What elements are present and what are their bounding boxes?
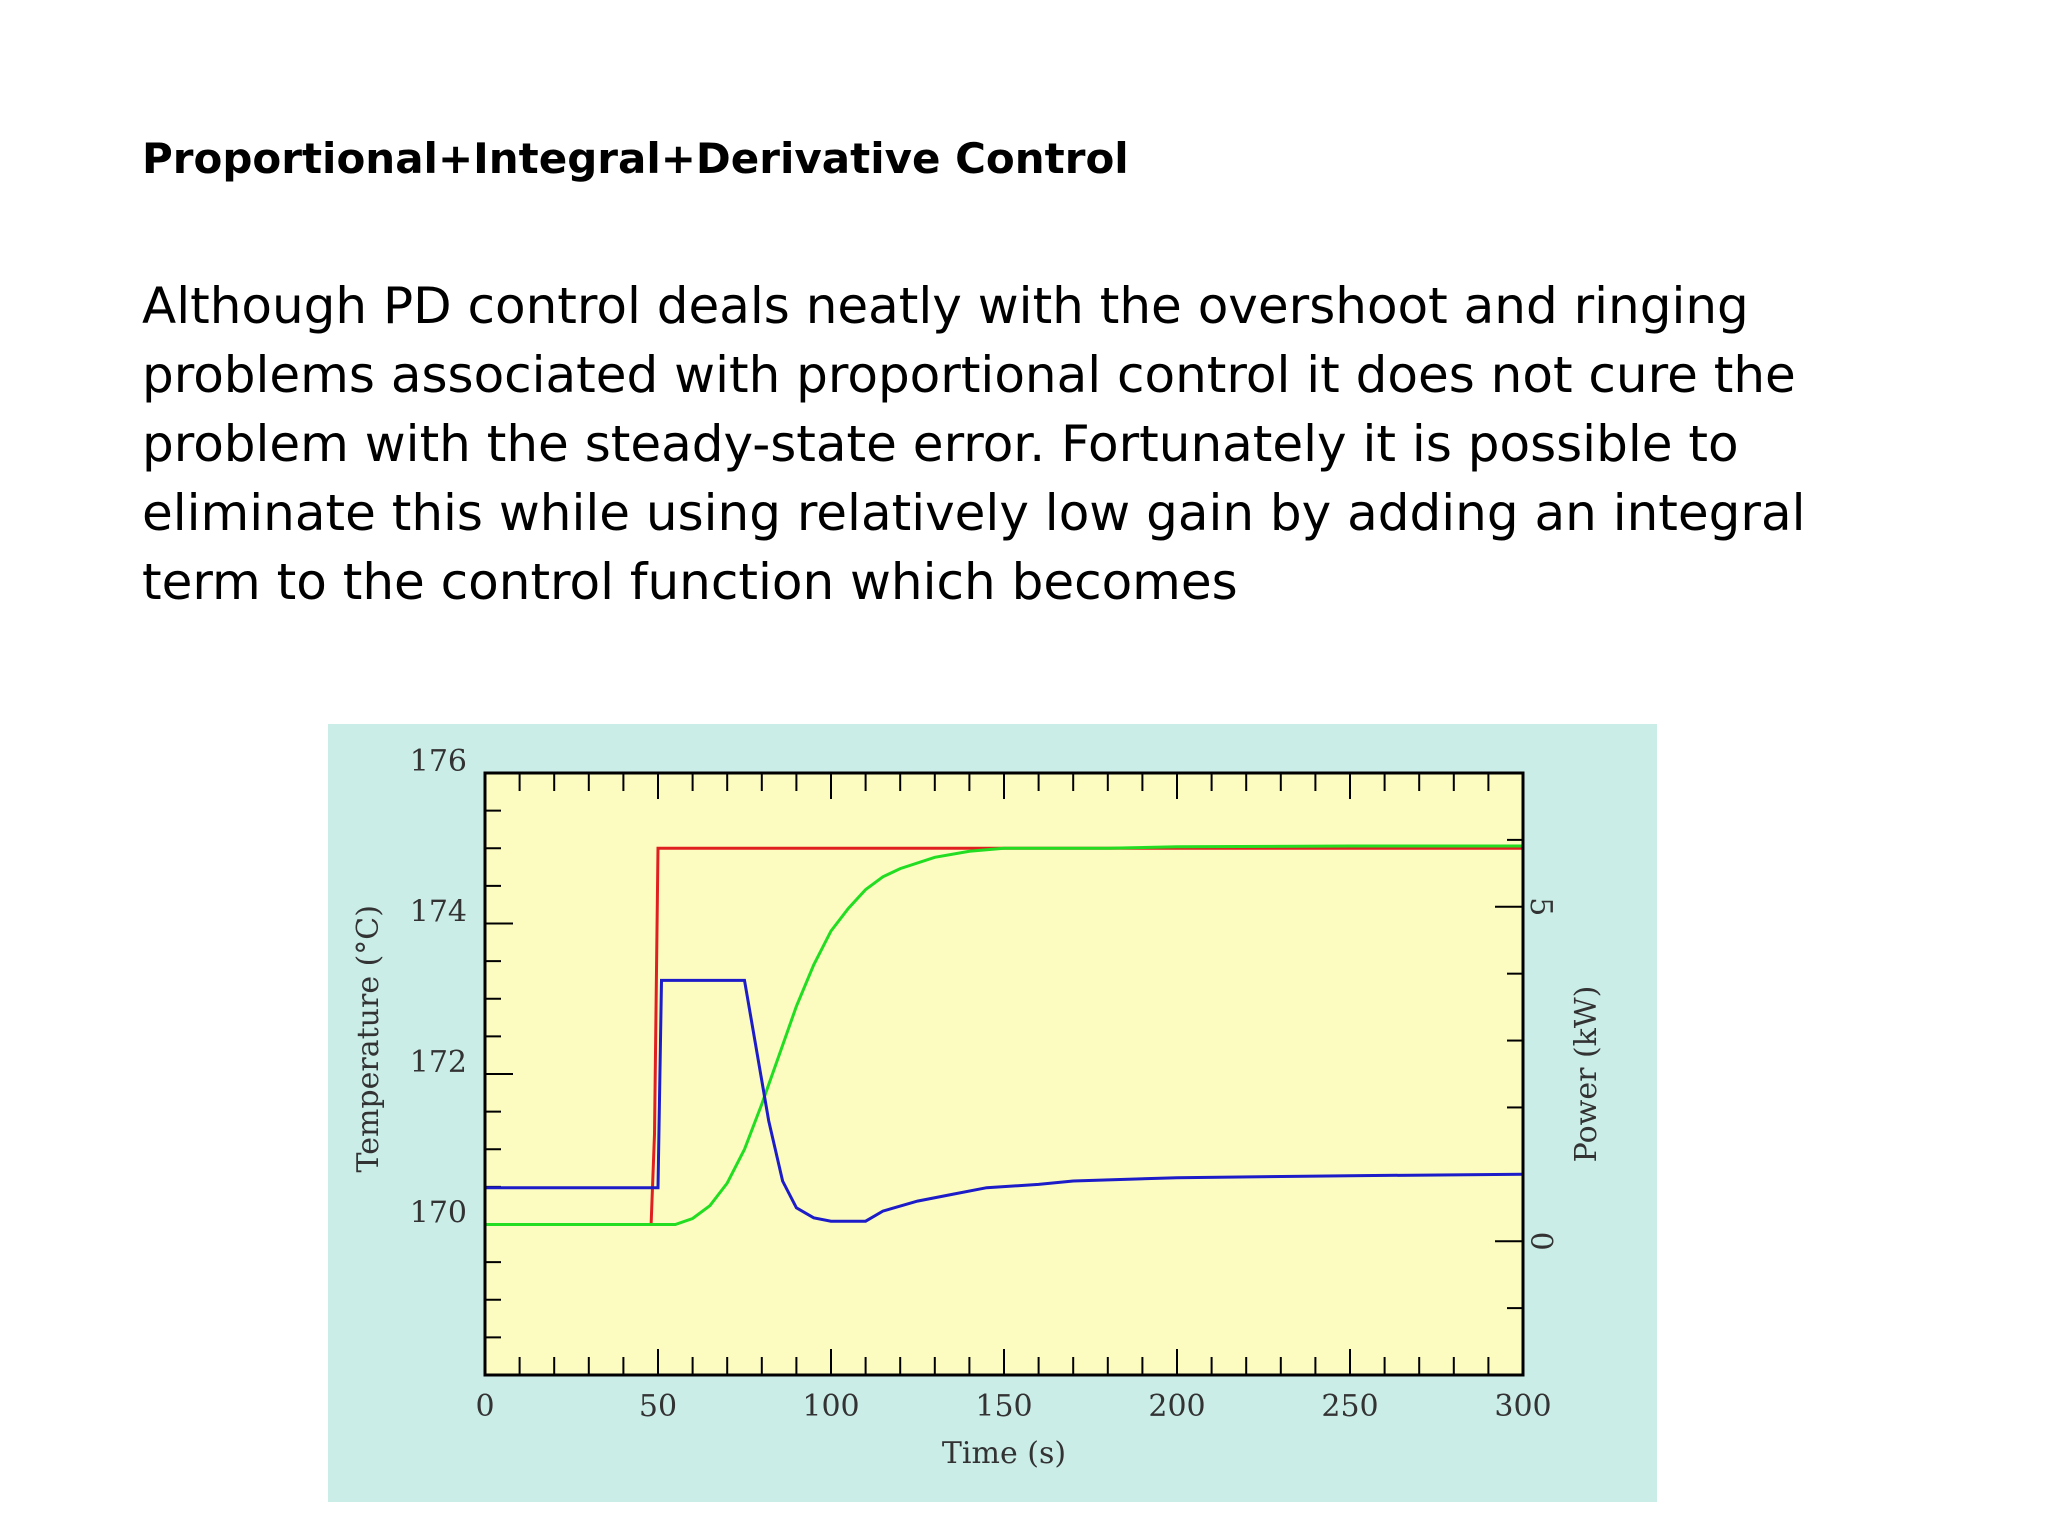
x-tick-label: 200 xyxy=(1148,1389,1205,1424)
chart-panel: 0 50 100 150 200 250 300 170 172 174 176 0 5 Time (s… xyxy=(328,724,1657,1502)
series-layer xyxy=(485,844,1524,1226)
y-tick-label: 174 xyxy=(410,895,467,930)
tick-labels: 0 50 100 150 200 250 300 170 172 174 176 0 5 xyxy=(410,744,1558,1424)
plot-area xyxy=(485,773,1523,1375)
slide-title: Proportional+Integral+Derivative Control xyxy=(142,134,1129,183)
y2-tick-label: 0 xyxy=(1523,1232,1558,1251)
plot-frame xyxy=(483,771,1525,1377)
x-tick-label: 0 xyxy=(475,1389,494,1424)
power-line xyxy=(485,978,1524,1223)
y-tick-label: 176 xyxy=(410,744,467,779)
x-tick-label: 150 xyxy=(975,1389,1032,1424)
y-tick-label: 170 xyxy=(410,1196,467,1231)
x-tick-label: 300 xyxy=(1494,1389,1551,1424)
x-tick-label: 100 xyxy=(802,1389,859,1424)
x-tick-label: 50 xyxy=(639,1389,677,1424)
y2-axis-label: Power (kW) xyxy=(1569,986,1604,1163)
y2-tick-label: 5 xyxy=(1523,897,1558,916)
y-axis-label: Temperature (°C) xyxy=(351,905,386,1172)
x-tick-label: 250 xyxy=(1321,1389,1378,1424)
y-tick-label: 172 xyxy=(410,1045,467,1080)
slide-body-text: Although PD control deals neatly with th… xyxy=(142,277,1806,611)
pid-response-chart: 0 50 100 150 200 250 300 170 172 174 176 0 5 Time (s… xyxy=(351,744,1604,1471)
temperature-line xyxy=(485,844,1523,1226)
x-axis-label: Time (s) xyxy=(942,1436,1066,1471)
